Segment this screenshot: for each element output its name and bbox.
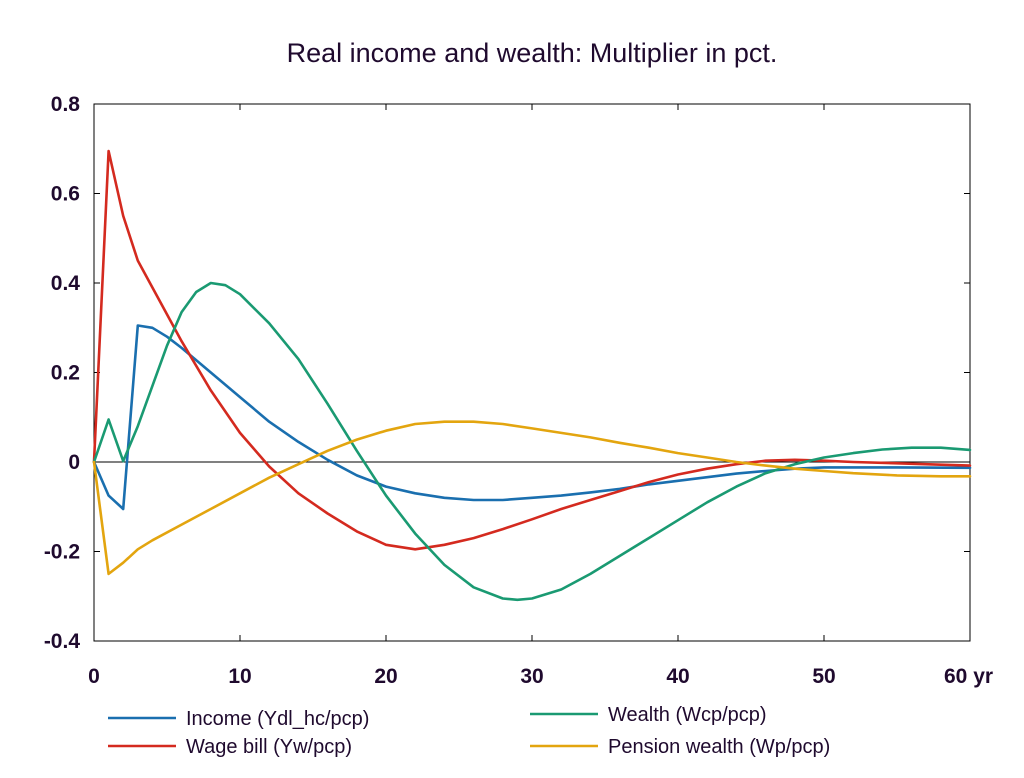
x-tick-label: 30 [520, 665, 543, 688]
y-tick-label: 0.6 [51, 183, 80, 206]
chart-legend: Income (Ydl_hc/pcp) Wage bill (Yw/pcp) Wea… [108, 704, 830, 758]
legend-label: Wealth (Wcp/pcp) [608, 704, 767, 726]
legend-label: Income (Ydl_hc/pcp) [186, 708, 369, 730]
legend-label: Wage bill (Yw/pcp) [186, 736, 352, 758]
x-tick-label: 40 [666, 665, 689, 688]
x-tick-label: 20 [374, 665, 397, 688]
x-tick-label: 0 [88, 665, 100, 688]
chart-title: Real income and wealth: Multiplier in pc… [287, 38, 778, 68]
legend-label: Pension wealth (Wp/pcp) [608, 736, 830, 758]
x-tick-label: 60 yr [944, 665, 993, 688]
series-line [92, 324, 972, 511]
x-tick-label: 10 [228, 665, 251, 688]
y-tick-label: 0.8 [51, 93, 81, 116]
series-layer [92, 149, 972, 602]
y-tick-label: -0.2 [44, 541, 80, 564]
y-tick-label: 0.4 [51, 272, 81, 295]
y-tick-label: 0.2 [51, 362, 80, 385]
x-tick-label: 50 [812, 665, 835, 688]
series-line [92, 149, 972, 551]
y-tick-label: 0 [68, 451, 80, 474]
plot-frame [93, 103, 971, 642]
plot-axes: -0.4 -0.2 0 0.2 0.4 0.6 0.8 0 10 20 30 40 50 60 yr [44, 93, 993, 688]
y-tick-label: -0.4 [44, 630, 81, 653]
series-line [92, 281, 972, 602]
series-line [92, 420, 972, 576]
